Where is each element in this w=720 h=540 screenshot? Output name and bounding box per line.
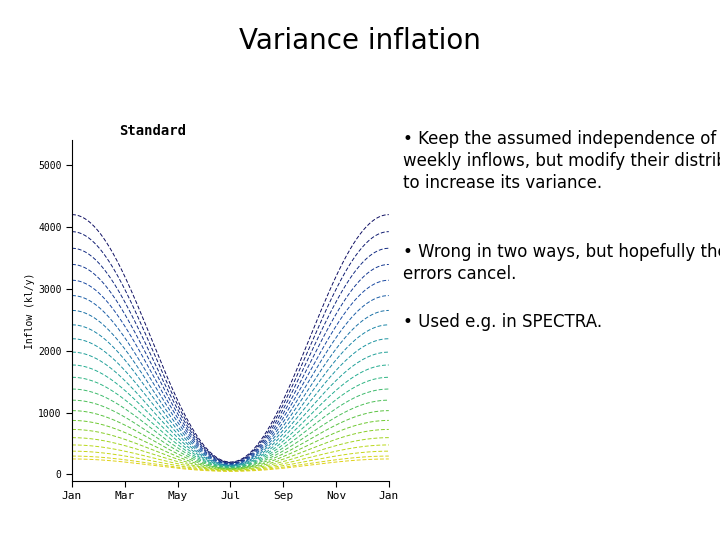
Text: • Used e.g. in SPECTRA.: • Used e.g. in SPECTRA. bbox=[403, 313, 603, 331]
Y-axis label: Inflow (kl/y): Inflow (kl/y) bbox=[25, 272, 35, 349]
Text: Standard: Standard bbox=[120, 124, 186, 138]
Text: • Wrong in two ways, but hopefully the
errors cancel.: • Wrong in two ways, but hopefully the e… bbox=[403, 243, 720, 283]
Text: Variance inflation: Variance inflation bbox=[239, 27, 481, 55]
Text: • Keep the assumed independence of
weekly inflows, but modify their distribution: • Keep the assumed independence of weekl… bbox=[403, 130, 720, 192]
